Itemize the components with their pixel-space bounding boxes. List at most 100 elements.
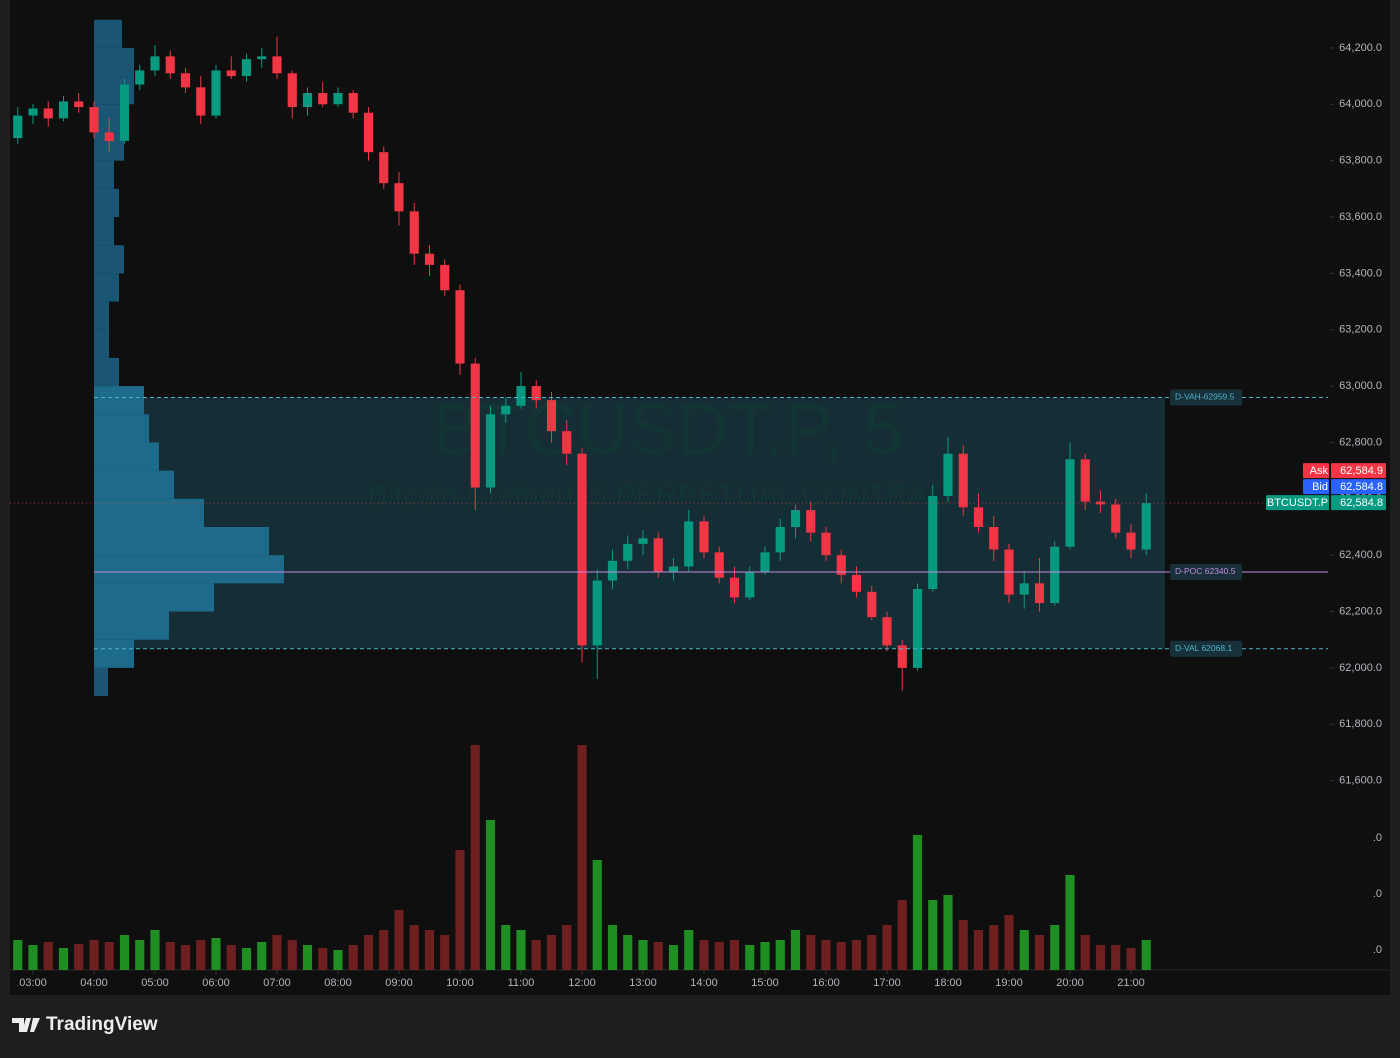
candle-body	[455, 290, 465, 364]
volume-bar	[226, 945, 236, 970]
volume-bar	[531, 940, 541, 970]
profile-bar	[94, 611, 169, 640]
candle-body	[272, 56, 282, 74]
volume-bar	[241, 948, 252, 970]
profile-bar	[94, 470, 174, 499]
volume-bar	[851, 940, 862, 970]
volume-bar	[302, 945, 313, 970]
x-tick-label: 09:00	[385, 977, 413, 989]
level-tag	[1170, 563, 1242, 580]
profile-bar	[94, 555, 284, 584]
profile-bar	[94, 526, 269, 556]
profile-bar	[94, 188, 119, 217]
candle-body	[607, 560, 618, 581]
volume-bar	[897, 900, 907, 970]
candle-body	[562, 431, 572, 454]
price-tag-name-bg	[1303, 479, 1329, 495]
volume-bar	[592, 860, 602, 970]
candle-body	[684, 521, 694, 567]
candle-body	[699, 521, 709, 553]
volume-bar	[501, 925, 511, 970]
price-tag-value-bg	[1331, 479, 1386, 495]
watermark-title: BTCUSDT.P, 5	[433, 390, 904, 470]
volume-bar	[653, 942, 663, 970]
volume-bar	[912, 835, 923, 970]
volume-bar	[1080, 935, 1090, 970]
price-tag-value: 62,584.8	[1340, 481, 1383, 493]
candle-body	[74, 101, 84, 108]
profile-bar	[94, 386, 144, 415]
candle-body	[1111, 504, 1121, 533]
volume-bar	[882, 925, 892, 970]
candle-body	[348, 92, 358, 113]
candle-body	[226, 70, 236, 77]
volume-bar	[485, 820, 496, 970]
profile-bar	[94, 19, 122, 48]
candle-body	[241, 59, 252, 77]
price-tag-value: 62,584.9	[1340, 465, 1383, 477]
x-tick-label: 04:00	[80, 977, 108, 989]
volume-bar	[196, 940, 206, 970]
price-tag-value-bg	[1331, 463, 1386, 479]
volume-bar	[455, 850, 465, 970]
candle-body	[1065, 459, 1075, 547]
watermark-subtitle: Bitcoin / TetherUS PERPETUAL CONTRACT	[368, 479, 968, 512]
candle-body	[912, 588, 923, 668]
volume-bar	[928, 900, 938, 970]
volume-bar	[150, 930, 160, 970]
volume-bar	[28, 945, 38, 970]
y2-tick-label: .0	[1373, 832, 1382, 844]
candle-body	[928, 495, 938, 589]
volume-bar	[363, 935, 374, 970]
x-tick-label: 05:00	[141, 977, 169, 989]
volume-bar	[729, 940, 740, 970]
volume-bar	[867, 935, 877, 970]
profile-bar	[94, 414, 149, 443]
volume-bar	[668, 945, 679, 970]
level-label: D-POC 62340.5	[1175, 566, 1236, 576]
y-tick-label: 63,000.0	[1339, 380, 1382, 392]
candle-body	[1050, 546, 1060, 604]
candle-body	[653, 538, 663, 573]
x-tick-label: 13:00	[629, 977, 657, 989]
volume-bar	[1126, 948, 1136, 970]
candle-body	[729, 577, 740, 598]
candle-body	[135, 70, 145, 85]
profile-bar	[94, 47, 134, 77]
candle-body	[318, 92, 328, 105]
candle-body	[790, 510, 801, 527]
volume-bar	[440, 935, 450, 970]
volume-bar	[43, 942, 53, 970]
volume-bar	[1111, 945, 1121, 970]
volume-bar	[287, 940, 297, 970]
candle-body	[958, 453, 968, 508]
volume-bar	[638, 940, 648, 970]
price-tag-name: BTCUSDT.P	[1267, 497, 1328, 509]
volume-bar	[379, 930, 389, 970]
candle-body	[180, 73, 191, 88]
y-tick-label: 63,200.0	[1339, 324, 1382, 336]
candle-body	[546, 400, 557, 432]
volume-bar	[1065, 875, 1075, 970]
candle-body	[104, 132, 114, 141]
volume-bar	[165, 942, 175, 970]
volume-bar	[333, 950, 343, 970]
candle-body	[1034, 583, 1045, 604]
volume-bar	[973, 930, 984, 970]
x-tick-label: 17:00	[873, 977, 901, 989]
candle-body	[287, 73, 297, 108]
y-tick-label: 62,400.0	[1339, 549, 1382, 561]
volume-bar	[577, 745, 587, 970]
profile-bar	[94, 273, 119, 302]
candle-body	[1141, 503, 1151, 550]
y-tick-label: 64,200.0	[1339, 42, 1382, 54]
candle-body	[989, 526, 999, 550]
volume-bar	[1141, 940, 1151, 970]
profile-bar	[94, 639, 134, 668]
candle-body	[638, 538, 648, 544]
price-tag-value-bg	[1331, 495, 1386, 511]
x-tick-label: 21:00	[1117, 977, 1145, 989]
y-tick-label: 63,800.0	[1339, 155, 1382, 167]
candle-body	[592, 580, 602, 646]
